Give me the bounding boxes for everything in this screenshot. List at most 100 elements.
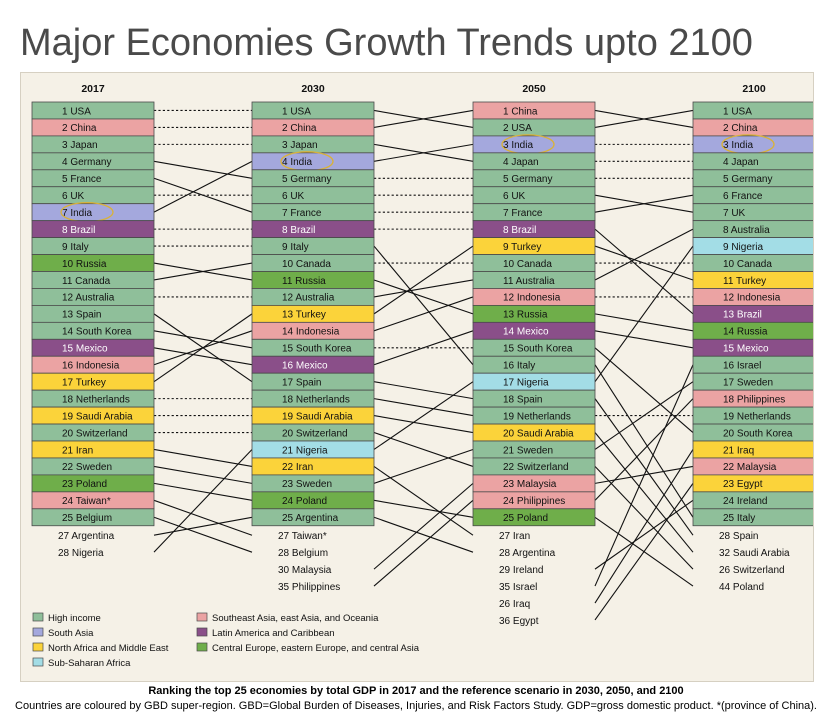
connector-sweden-2017-2030 xyxy=(153,465,253,484)
rank-label-2030-15: 15 South Korea xyxy=(282,344,352,355)
rank-label-2050-15: 15 South Korea xyxy=(503,344,573,355)
year-header-2017: 2017 xyxy=(81,83,105,95)
rank-label-2017-22: 22 Sweden xyxy=(62,462,112,473)
rank-label-2100-3: 3 India xyxy=(723,140,753,151)
rank-label-2017-8: 8 Brazil xyxy=(62,225,95,236)
rank-label-2050-8: 8 Brazil xyxy=(503,225,536,236)
connector-poland-2030-2050 xyxy=(373,499,474,518)
connector-spain-2030-2050 xyxy=(373,381,474,400)
outside-label-2017-27: 27 Argentina xyxy=(58,531,115,542)
rank-label-2017-23: 23 Poland xyxy=(62,479,107,490)
chart-panel: 2017 1 USA 2 China 3 Japan 4 Germany 5 France… xyxy=(20,72,814,682)
rank-label-2050-22: 22 Switzerland xyxy=(503,462,569,473)
rank-label-2050-4: 4 Japan xyxy=(503,157,539,168)
rank-box-2100-1 xyxy=(692,101,813,120)
connector-ireland-2050-2100 xyxy=(594,499,694,570)
connector-philippines-2030-2050 xyxy=(373,499,474,587)
connector-saudi-arabia-2050-2100 xyxy=(594,432,694,553)
connector-indonesia-2030-2050 xyxy=(373,296,474,332)
rank-label-2050-7: 7 France xyxy=(503,208,543,219)
rank-label-2050-18: 18 Spain xyxy=(503,394,542,405)
rank-label-2030-9: 9 Italy xyxy=(282,242,309,253)
legend-label-central-europe-eastern-europe-and-central-asia: Central Europe, eastern Europe, and cent… xyxy=(212,643,420,654)
rank-label-2100-21: 21 Iraq xyxy=(723,445,754,456)
rank-label-2017-3: 3 Japan xyxy=(62,140,98,151)
connector-poland-2017-2030 xyxy=(153,482,253,501)
rank-label-2017-14: 14 South Korea xyxy=(62,327,132,338)
rank-label-2030-10: 10 Canada xyxy=(282,259,331,270)
connector-turkey-2017-2030 xyxy=(153,313,253,383)
outside-label-2030-35: 35 Philippines xyxy=(278,582,340,593)
rank-box-2030-6 xyxy=(251,186,375,205)
connector-netherlands-2030-2050 xyxy=(373,398,474,417)
rank-label-2050-9: 9 Turkey xyxy=(503,242,541,253)
connector-south-korea-2050-2100 xyxy=(594,347,694,433)
connector-france-2050-2100 xyxy=(594,194,694,213)
rank-label-2050-2: 2 USA xyxy=(503,123,532,134)
rank-label-2017-24: 24 Taiwan* xyxy=(62,496,111,507)
connector-russia-2050-2100 xyxy=(594,313,694,332)
rank-label-2030-16: 16 Mexico xyxy=(282,361,328,372)
rank-label-2050-17: 17 Nigeria xyxy=(503,377,549,388)
connector-india-2017-2030 xyxy=(153,160,253,213)
outside-label-2100-44: 44 Poland xyxy=(719,582,764,593)
rank-label-2050-1: 1 China xyxy=(503,106,538,117)
rank-label-2100-14: 14 Russia xyxy=(723,327,768,338)
connector-iran-2030-2050 xyxy=(373,465,474,536)
rank-box-2030-9 xyxy=(251,237,375,255)
rank-label-2017-10: 10 Russia xyxy=(62,259,107,270)
outside-label-2017-28: 28 Nigeria xyxy=(58,548,104,559)
legend-label-latin-america-and-caribbean: Latin America and Caribbean xyxy=(212,628,335,639)
connector-mexico-2030-2050 xyxy=(373,330,474,366)
year-header-2050: 2050 xyxy=(522,83,546,95)
rank-label-2030-21: 21 Nigeria xyxy=(282,445,328,456)
outside-label-2100-28: 28 Spain xyxy=(719,531,758,542)
connector-iran-2017-2030 xyxy=(153,448,253,467)
rank-label-2017-5: 5 France xyxy=(62,174,102,185)
connector-australia-2030-2050 xyxy=(373,279,474,298)
rank-label-2017-16: 16 Indonesia xyxy=(62,361,120,372)
connector-usa-2050-2100 xyxy=(594,109,694,128)
rank-label-2017-15: 15 Mexico xyxy=(62,344,108,355)
rank-label-2017-20: 20 Switzerland xyxy=(62,428,128,439)
rank-label-2050-10: 10 Canada xyxy=(503,259,552,270)
legend-swatch-latin-america-and-caribbean xyxy=(196,627,208,637)
outside-label-2050-28: 28 Argentina xyxy=(499,548,556,559)
rank-label-2100-17: 17 Sweden xyxy=(723,377,773,388)
connector-india-2030-2050 xyxy=(373,143,474,162)
rank-box-2050-3 xyxy=(472,135,596,154)
rank-label-2030-4: 4 India xyxy=(282,157,312,168)
connector-germany-2017-2030 xyxy=(153,160,253,179)
rank-label-2017-11: 11 Canada xyxy=(62,276,111,287)
connector-israel-2050-2100 xyxy=(594,364,694,587)
rank-label-2030-19: 19 Saudi Arabia xyxy=(282,411,353,422)
rank-box-2100-25 xyxy=(692,508,813,527)
connector-nigeria-2017-2030 xyxy=(153,449,253,553)
rank-label-2050-20: 20 Saudi Arabia xyxy=(503,428,574,439)
legend-swatch-south-asia xyxy=(32,627,44,637)
rank-label-2100-13: 13 Brazil xyxy=(723,310,762,321)
rank-label-2030-1: 1 USA xyxy=(282,106,311,117)
rank-label-2050-16: 16 Italy xyxy=(503,361,535,372)
rank-label-2100-10: 10 Canada xyxy=(723,259,772,270)
connector-nigeria-2050-2100 xyxy=(594,245,694,382)
rank-box-2100-7 xyxy=(692,203,813,222)
connector-russia-2030-2050 xyxy=(373,279,474,315)
rank-label-2017-9: 9 Italy xyxy=(62,242,89,253)
rank-label-2050-19: 19 Netherlands xyxy=(503,411,571,422)
year-header-2030: 2030 xyxy=(301,83,325,95)
rank-label-2017-12: 12 Australia xyxy=(62,293,115,304)
rank-label-2100-12: 12 Indonesia xyxy=(723,293,781,304)
legend-swatch-sub-saharan-africa xyxy=(32,657,44,667)
rank-label-2017-2: 2 China xyxy=(62,123,97,134)
connector-australia-2050-2100 xyxy=(594,228,694,281)
rank-label-2100-25: 25 Italy xyxy=(723,513,755,524)
rank-label-2030-6: 6 UK xyxy=(282,191,305,202)
connector-china-2030-2050 xyxy=(373,109,474,128)
outside-label-2100-26: 26 Switzerland xyxy=(719,565,785,576)
rank-label-2100-11: 11 Turkey xyxy=(723,276,766,287)
rank-label-2100-7: 7 UK xyxy=(723,208,746,219)
connector-argentina-2017-2030 xyxy=(153,516,253,536)
rank-label-2050-11: 11 Australia xyxy=(503,276,555,287)
rank-label-2030-7: 7 France xyxy=(282,208,322,219)
